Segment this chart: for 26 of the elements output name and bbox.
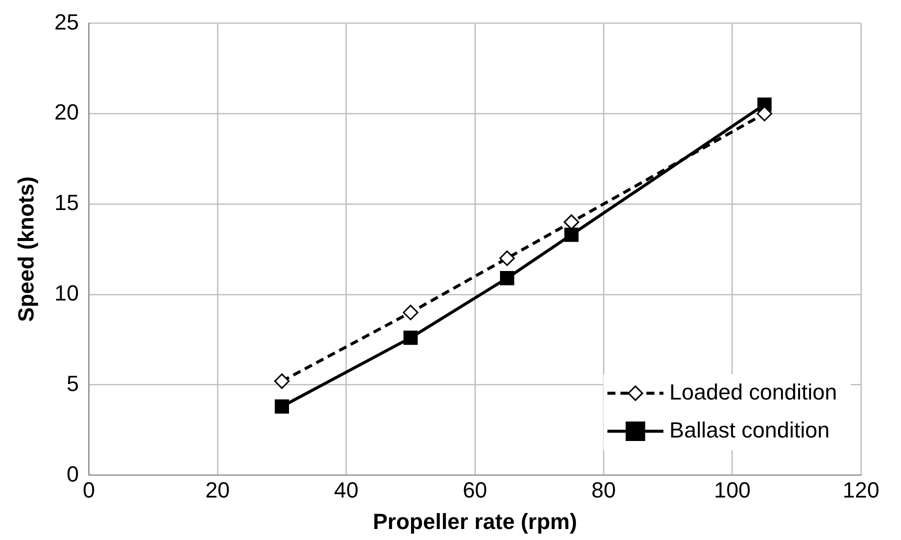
point bbox=[499, 250, 515, 266]
point bbox=[564, 228, 579, 242]
point bbox=[564, 214, 580, 230]
x-tick-label: 100 bbox=[714, 477, 751, 502]
point bbox=[500, 271, 514, 286]
point bbox=[756, 106, 772, 122]
x-tick-label: 20 bbox=[205, 477, 230, 502]
legend-label: Loaded condition bbox=[669, 379, 838, 404]
y-axis-title: Speed (knots) bbox=[13, 176, 38, 322]
y-tick-label: 20 bbox=[54, 100, 79, 125]
x-axis-title: Propeller rate (rpm) bbox=[372, 508, 578, 534]
point bbox=[274, 373, 290, 389]
y-tick-label: 5 bbox=[66, 370, 79, 396]
point bbox=[403, 330, 418, 345]
y-tick-label: 25 bbox=[54, 9, 79, 34]
point bbox=[274, 399, 290, 414]
y-tick-label: 0 bbox=[66, 461, 79, 486]
y-tick-label: 10 bbox=[54, 280, 79, 306]
x-tick-label: 60 bbox=[462, 477, 488, 502]
point bbox=[402, 304, 418, 320]
x-tick-label: 40 bbox=[334, 477, 358, 502]
x-tick-label: 120 bbox=[842, 477, 880, 502]
y-tick-label: 15 bbox=[54, 190, 79, 216]
x-tick-label: 80 bbox=[591, 477, 616, 502]
x-tick-label: 0 bbox=[82, 477, 95, 502]
legend-label: Ballast condition bbox=[669, 417, 830, 442]
